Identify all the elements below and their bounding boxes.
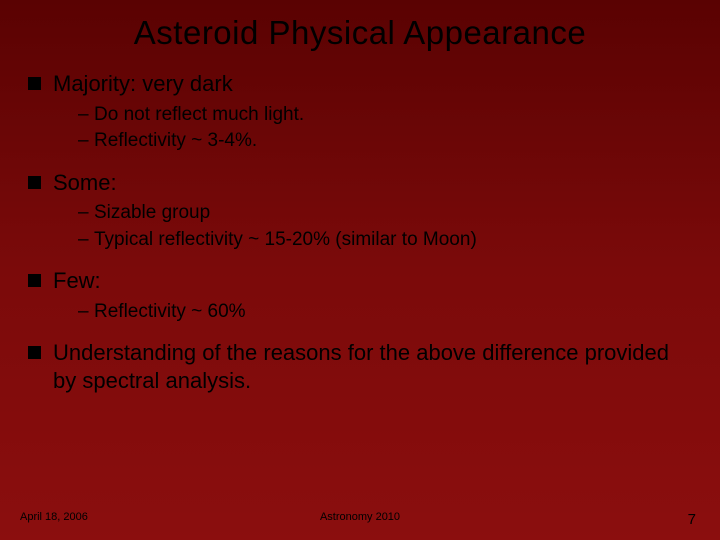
bullet-square-icon [28,274,41,287]
slide-footer: April 18, 2006 Astronomy 2010 7 [0,511,720,528]
bullet-heading: Some: [53,169,117,197]
slide-title: Asteroid Physical Appearance [0,0,720,70]
sub-item: –Typical reflectivity ~ 15-20% (similar … [78,227,692,254]
sub-item-text: Reflectivity ~ 60% [94,301,246,322]
slide-content: Majority: very dark –Do not reflect much… [0,70,720,394]
bullet-heading: Majority: very dark [53,70,233,98]
bullet-item: Some: [28,169,692,197]
footer-date: April 18, 2006 [20,511,88,528]
sub-list: –Do not reflect much light. –Reflectivit… [28,102,692,155]
sub-item: –Reflectivity ~ 60% [78,299,692,326]
bullet-square-icon [28,346,41,359]
bullet-heading: Understanding of the reasons for the abo… [53,339,692,394]
sub-list: –Sizable group –Typical reflectivity ~ 1… [28,200,692,253]
sub-list: –Reflectivity ~ 60% [28,299,692,326]
bullet-item: Majority: very dark [28,70,692,98]
sub-item: –Sizable group [78,200,692,227]
bullet-item: Understanding of the reasons for the abo… [28,339,692,394]
bullet-square-icon [28,77,41,90]
footer-page-number: 7 [688,511,696,528]
bullet-heading: Few: [53,267,101,295]
sub-item-text: Typical reflectivity ~ 15-20% (similar t… [94,229,477,250]
bullet-item: Few: [28,267,692,295]
bullet-square-icon [28,176,41,189]
sub-item: –Do not reflect much light. [78,102,692,129]
sub-item: –Reflectivity ~ 3-4%. [78,128,692,155]
footer-course: Astronomy 2010 [320,511,400,523]
sub-item-text: Do not reflect much light. [94,104,304,125]
sub-item-text: Sizable group [94,202,210,223]
sub-item-text: Reflectivity ~ 3-4%. [94,130,257,151]
